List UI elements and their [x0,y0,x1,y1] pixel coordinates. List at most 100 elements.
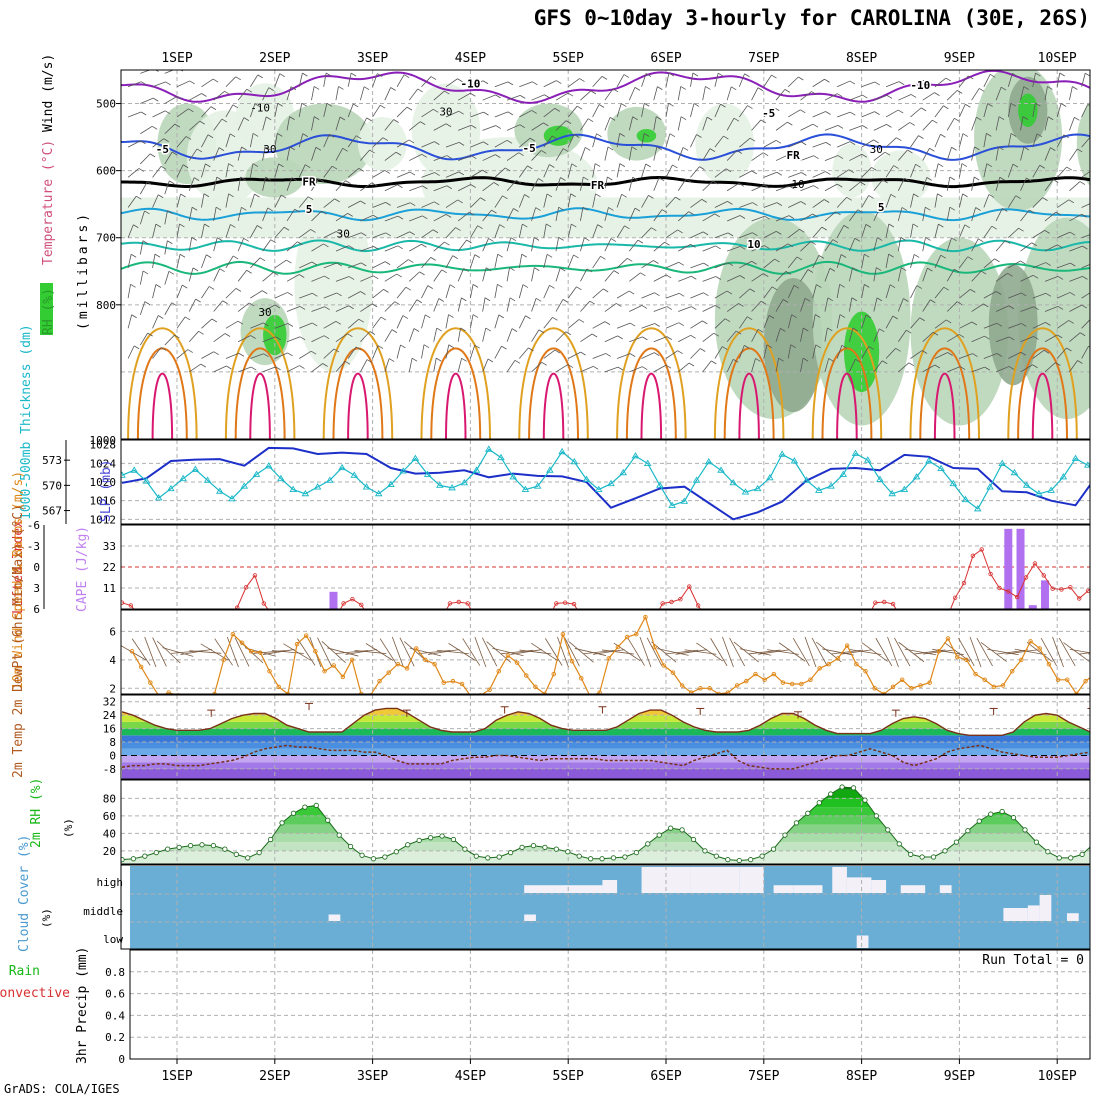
wind-speed-point [129,649,135,654]
wind-barb-flag [868,346,874,350]
wind-barb [628,207,636,222]
contour-label: 10 [747,238,760,251]
rh-point [1045,849,1051,855]
wind-barb-flag [705,86,711,90]
wind-barb-flag [408,259,414,263]
contour-label: 5 [306,203,313,216]
wind-barb-flag [241,206,247,211]
wind-barb [164,96,178,104]
wind-barb [751,245,765,252]
wind-barb-flag [979,88,985,92]
wind-barb-flag [961,163,968,167]
wind-barb-flag [552,135,558,140]
wind-barb-flag [825,111,831,115]
wind-barb-flag [219,268,225,273]
wind-barb-flag [645,73,652,77]
wind-barb-flag [733,358,739,363]
wind-barb [959,256,969,269]
wind-barb [347,318,360,329]
wind-barb [824,358,830,373]
wind-barb-flag [246,269,252,274]
wind-barb [384,301,396,312]
surface-wind-barb [180,649,213,655]
wind-barb [946,334,960,343]
wind-barb [897,237,902,252]
wind-barb [616,74,625,87]
li-ytick-0: 0 [33,561,40,574]
temperature-band [122,768,1090,779]
wind-barb-flag [157,315,164,319]
wind-barb-flag [165,81,171,86]
isotherm-loop [420,327,491,439]
wind-barb-flag [470,92,476,97]
wind-barb-flag [290,86,297,91]
wind-barb-flag [485,267,492,272]
wind-barb [714,290,728,299]
wind-barb [543,349,556,359]
wind-barb [213,147,220,161]
wind-barb [225,163,229,178]
wind-barb-flag [565,331,572,336]
ua-ytick-1000: 1000 [90,434,117,447]
lifted-index-point [961,580,967,586]
wind-speed-point [505,653,511,658]
rh-point [416,837,422,843]
wind-barb-flag [617,335,623,340]
wind-barb-flag [263,322,269,327]
wind-speed-point [285,691,291,694]
wind-barb-flag [224,333,231,337]
wind-barb-flag [434,201,440,206]
wind-barb [665,292,680,299]
surface-wind-barb [557,636,569,668]
lifted-index-point [456,599,461,605]
wind-barb-flag [680,86,686,90]
wind-barb-flag [840,254,847,258]
wind-barb-flag [235,76,241,81]
wind-barb-flag [310,350,317,355]
wind-barb [861,81,875,88]
wind-barb-flag [738,182,745,187]
wind-barb-flag [703,262,709,267]
isotherm-loop [738,372,760,439]
wind-barb [531,362,543,373]
wind-barb [971,146,975,161]
wind-barb [335,276,350,282]
wind-barb [1057,292,1071,299]
wind-barb-flag [994,258,1000,263]
lifted-index-point [829,618,833,622]
wind-barb-flag [180,193,186,198]
wind-barb-flag [602,288,609,293]
wind-speed-point [835,656,841,661]
rh-point [599,856,605,862]
wind-speed-point [524,673,529,678]
wind-barb-flag [841,344,848,349]
contour-label: FR [591,179,605,192]
wind-barb-flag [608,207,614,211]
wind-barb-flag [1082,245,1088,250]
wind-barb-flag [645,163,651,168]
wind-barb-flag [888,223,895,228]
lifted-index-point [562,600,568,605]
wind-barb-flag [1068,320,1074,324]
wind-barb [164,151,173,165]
cloud-block [871,880,887,893]
wind-barb-flag [888,253,894,258]
wind-barb [971,176,975,191]
wind-barb [274,194,282,208]
wind-speed-point [459,681,465,687]
wind-barb [959,321,973,329]
wind-barb [384,329,393,342]
wind-barb-flag [185,136,192,140]
wind-barb [897,267,902,282]
wind-barb-flag [307,196,314,201]
rh-point [176,844,182,850]
wind-barb [543,254,548,269]
wind-barb-flag [331,165,338,170]
wind-barb [249,133,254,148]
wind-speed-point [973,671,978,677]
wind-barb-flag [868,195,874,199]
wind-barb-flag [648,195,654,199]
wind-barb-flag [1045,322,1051,326]
wind-barb [604,146,609,161]
wind-barb [140,153,151,165]
